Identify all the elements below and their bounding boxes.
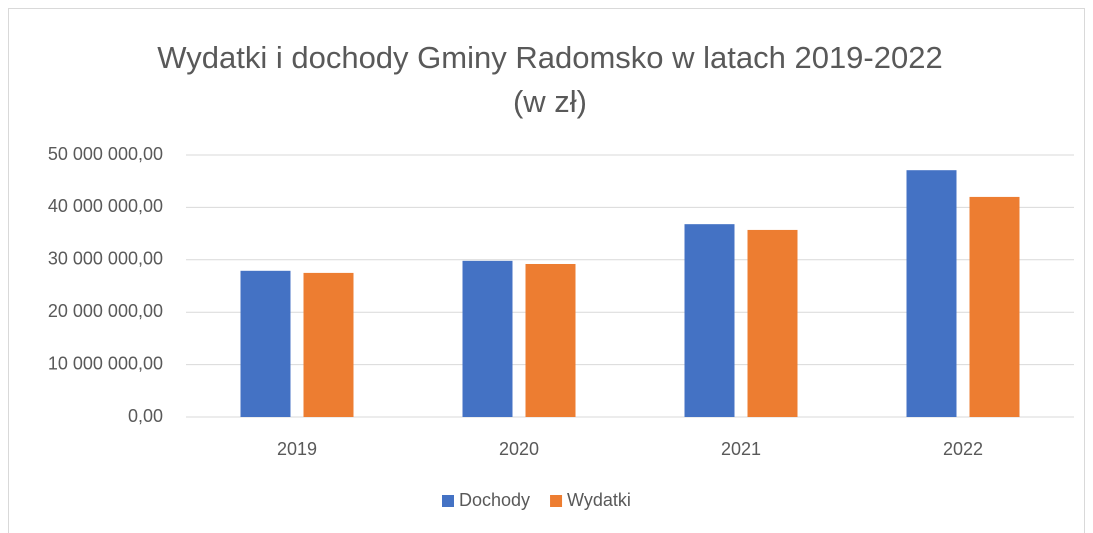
bar xyxy=(462,260,513,417)
bar xyxy=(969,196,1020,417)
bar xyxy=(684,224,735,417)
bar xyxy=(303,272,354,417)
chart-title: Wydatki i dochody Gminy Radomsko w latac… xyxy=(157,40,942,75)
bar xyxy=(525,263,576,417)
chart-subtitle: (w zł) xyxy=(513,84,587,119)
x-tick-label: 2020 xyxy=(499,439,539,459)
y-tick-label: 40 000 000,00 xyxy=(48,196,163,216)
bar xyxy=(747,229,798,417)
y-tick-label: 10 000 000,00 xyxy=(48,353,163,373)
x-tick-label: 2022 xyxy=(943,439,983,459)
y-tick-label: 20 000 000,00 xyxy=(48,301,163,321)
bar xyxy=(906,170,957,417)
y-tick-label: 0,00 xyxy=(128,406,163,426)
y-tick-label: 50 000 000,00 xyxy=(48,144,163,164)
y-tick-label: 30 000 000,00 xyxy=(48,249,163,269)
x-tick-label: 2019 xyxy=(277,439,317,459)
x-tick-label: 2021 xyxy=(721,439,761,459)
bar xyxy=(240,270,291,417)
legend-label: Wydatki xyxy=(567,490,631,510)
legend-label: Dochody xyxy=(459,490,530,510)
legend-swatch xyxy=(442,495,454,507)
legend-swatch xyxy=(550,495,563,507)
